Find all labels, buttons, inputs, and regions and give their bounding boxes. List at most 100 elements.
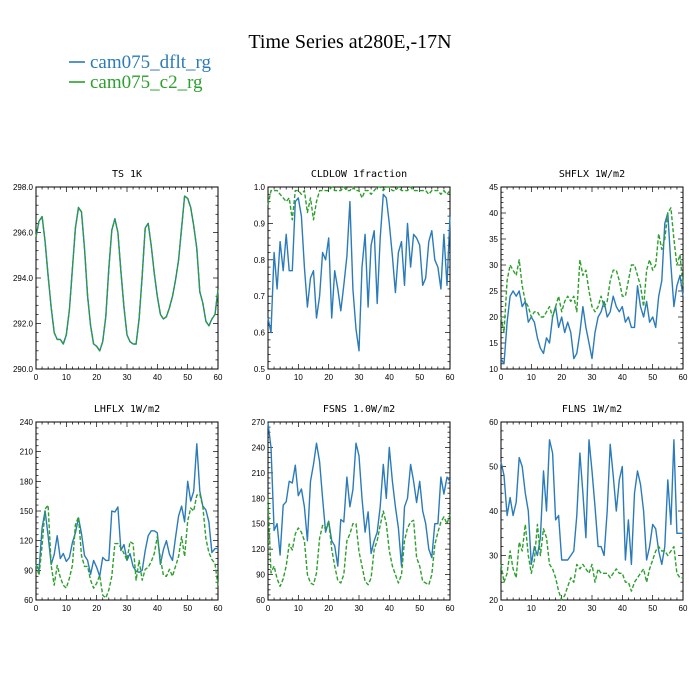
series-line-c2 <box>500 207 684 334</box>
y-tick-label: 0.7 <box>254 292 266 301</box>
y-tick-label: 210 <box>252 469 266 478</box>
x-tick-label: 20 <box>92 373 101 382</box>
y-tick-label: 35 <box>489 235 498 244</box>
y-tick-label: 50 <box>489 463 498 472</box>
x-tick-label: 20 <box>557 373 566 382</box>
y-tick-label: 296.0 <box>13 229 34 238</box>
y-tick-label: 40 <box>489 209 498 218</box>
x-tick-label: 40 <box>618 604 627 613</box>
x-tick-label: 40 <box>153 604 162 613</box>
x-tick-label: 50 <box>648 373 657 382</box>
x-tick-label: 60 <box>214 604 223 613</box>
x-tick-label: 0 <box>34 373 39 382</box>
y-tick-label: 1.0 <box>254 183 266 192</box>
chart-title: Time Series at280E,-17N <box>248 31 451 53</box>
x-tick-label: 0 <box>266 373 271 382</box>
y-tick-label: 25 <box>489 287 498 296</box>
x-tick-label: 40 <box>153 373 162 382</box>
x-tick-label: 60 <box>679 373 688 382</box>
y-tick-label: 30 <box>489 552 498 561</box>
x-tick-label: 20 <box>324 373 333 382</box>
y-tick-label: 0.9 <box>254 219 266 228</box>
x-tick-label: 0 <box>266 604 271 613</box>
panel-title: TS 1K <box>112 169 142 180</box>
legend: cam075_dflt_rg cam075_c2_rg <box>69 52 212 93</box>
x-tick-label: 10 <box>62 373 71 382</box>
x-tick-label: 30 <box>123 373 132 382</box>
series-line-dflt <box>35 443 218 577</box>
y-tick-label: 90 <box>256 571 265 580</box>
y-tick-label: 210 <box>20 448 34 457</box>
series-line-c2 <box>267 186 451 221</box>
y-tick-label: 90 <box>24 566 33 575</box>
series-line-c2 <box>35 195 219 352</box>
y-tick-label: 240 <box>20 418 34 427</box>
panel-title: CLDLOW 1fraction <box>311 169 407 180</box>
x-tick-label: 20 <box>557 604 566 613</box>
y-tick-label: 294.0 <box>13 274 34 283</box>
x-tick-label: 30 <box>123 604 132 613</box>
panel-title: SHFLX 1W/m2 <box>559 169 625 180</box>
y-tick-label: 180 <box>252 494 266 503</box>
x-tick-label: 40 <box>618 373 627 382</box>
y-tick-label: 10 <box>489 365 498 374</box>
panel-title: LHFLX 1W/m2 <box>94 404 160 415</box>
y-tick-label: 45 <box>489 183 498 192</box>
series-line-dflt <box>500 439 683 566</box>
x-tick-label: 60 <box>214 373 223 382</box>
x-tick-label: 60 <box>446 604 455 613</box>
x-tick-label: 10 <box>294 373 303 382</box>
y-tick-label: 120 <box>252 545 266 554</box>
x-tick-label: 20 <box>324 604 333 613</box>
y-tick-label: 60 <box>24 596 33 605</box>
series-line-dflt <box>500 212 684 365</box>
y-tick-label: 292.0 <box>13 320 34 329</box>
series-line-c2 <box>500 523 683 601</box>
x-tick-label: 40 <box>385 373 394 382</box>
x-tick-label: 50 <box>648 604 657 613</box>
panel-lhflx: LHFLX 1W/m2 0 10 20 30 40 50 60 60 90 120 150 180 210… <box>20 404 223 613</box>
legend-label-dflt: cam075_dflt_rg <box>90 52 212 73</box>
x-tick-label: 0 <box>499 373 504 382</box>
y-tick-label: 120 <box>20 537 34 546</box>
y-tick-label: 60 <box>489 418 498 427</box>
x-tick-label: 0 <box>499 604 504 613</box>
y-tick-label: 150 <box>20 507 34 516</box>
y-tick-label: 0.8 <box>254 256 266 265</box>
series-line-dflt <box>35 195 219 352</box>
x-tick-label: 0 <box>34 604 39 613</box>
y-tick-label: 0.6 <box>254 329 266 338</box>
plot-frame <box>500 186 684 370</box>
y-tick-label: 180 <box>20 477 34 486</box>
panel-fsns: FSNS 1.0W/m2 0 10 20 30 40 50 60 60 90 120 150 180 21… <box>252 404 455 613</box>
legend-label-c2: cam075_c2_rg <box>90 72 203 93</box>
y-tick-label: 270 <box>252 418 266 427</box>
panel-ts: TS 1K 0 10 20 30 40 50 60 290.0 292.0 294.0 296.0 29… <box>13 169 223 382</box>
x-tick-label: 30 <box>588 373 597 382</box>
panels-grid: TS 1K0 10 20 30 40 50 60290.0292.0294.0296.029… <box>13 169 688 613</box>
panel-title: FSNS 1.0W/m2 <box>323 404 395 415</box>
x-tick-label: 10 <box>527 604 536 613</box>
panel-flns: FLNS 1W/m2 0 10 20 30 40 50 60 20 30 40 50 60 <box>489 404 688 613</box>
y-tick-label: 60 <box>256 596 265 605</box>
y-tick-label: 20 <box>489 313 498 322</box>
x-tick-label: 50 <box>415 373 424 382</box>
series-line-c2 <box>35 493 219 599</box>
panel-title: FLNS 1W/m2 <box>562 404 622 415</box>
x-tick-label: 40 <box>385 604 394 613</box>
plot-frame <box>35 186 219 370</box>
x-tick-label: 50 <box>183 604 192 613</box>
y-tick-label: 298.0 <box>13 183 34 192</box>
y-tick-label: 20 <box>489 596 498 605</box>
panel-cldlow: CLDLOW 1fraction 0 10 20 30 40 50 60 0.5 0.6 0.7 0.… <box>254 169 455 382</box>
y-tick-label: 290.0 <box>13 365 34 374</box>
x-tick-label: 60 <box>679 604 688 613</box>
x-tick-label: 10 <box>294 604 303 613</box>
y-tick-label: 15 <box>489 339 498 348</box>
y-tick-label: 240 <box>252 443 266 452</box>
x-tick-label: 20 <box>92 604 101 613</box>
x-tick-label: 50 <box>183 373 192 382</box>
x-tick-label: 30 <box>588 604 597 613</box>
